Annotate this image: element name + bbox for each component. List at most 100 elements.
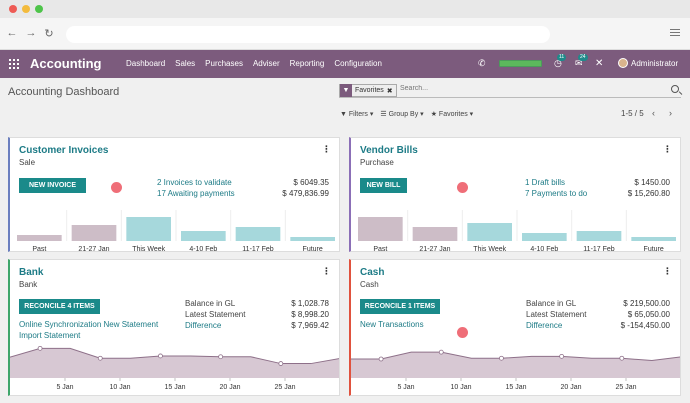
data-point[interactable] (158, 353, 163, 359)
forward-arrow-icon[interactable]: → (25, 27, 37, 39)
card-title[interactable]: Cash (360, 267, 385, 278)
new-bill-button[interactable]: NEW BILL (360, 178, 407, 193)
payments-to-do-link[interactable]: 7 Payments to do (525, 189, 588, 198)
pager-next-icon[interactable]: › (669, 108, 672, 118)
pager-previous-icon[interactable]: ‹ (652, 108, 655, 118)
search-input[interactable] (400, 85, 660, 92)
data-point[interactable] (559, 353, 565, 359)
menu-adviser[interactable]: Adviser (252, 59, 280, 68)
cash-card: Cash Cash ⋮ RECONCILE 1 ITEMS New Transa… (349, 259, 681, 396)
bar[interactable] (235, 227, 281, 241)
card-title[interactable]: Vendor Bills (360, 145, 418, 156)
x-tick-label: 5 Jan (56, 384, 73, 391)
card-kebab-icon[interactable]: ⋮ (663, 266, 672, 276)
menu-sales[interactable]: Sales (175, 59, 196, 68)
close-icon[interactable]: ✕ (595, 58, 604, 69)
bar[interactable] (631, 237, 676, 241)
menu-configuration[interactable]: Configuration (334, 59, 382, 68)
bar-label: 21-27 Jan (419, 246, 450, 252)
filters-dropdown[interactable]: ▼ Filters ▾ (340, 111, 374, 118)
bar[interactable] (290, 237, 335, 241)
activity-indicator (457, 327, 468, 338)
draft-bills-link[interactable]: 1 Draft bills (525, 178, 566, 187)
menu-dashboard[interactable]: Dashboard (126, 59, 166, 68)
x-tick-label: 10 Jan (109, 384, 130, 391)
bills-bar-chart[interactable]: Past 21-27 Jan This Week 4-10 Feb 11-17 Feb F… (353, 208, 681, 252)
onboarding-progress-bar[interactable] (499, 60, 542, 67)
bank-card: Bank Bank ⋮ RECONCILE 4 ITEMS Online Syn… (8, 259, 340, 396)
data-point[interactable] (438, 349, 444, 355)
favorites-dropdown[interactable]: ★ Favorites ▾ (430, 111, 474, 118)
facet-remove-icon[interactable]: ✖ (386, 87, 393, 95)
bar[interactable] (71, 225, 117, 241)
import-statement-link[interactable]: Import Statement (19, 331, 81, 340)
difference-link[interactable]: Difference (526, 321, 563, 330)
pager-value[interactable]: 1-5 / 5 (621, 109, 644, 118)
bar-label: 4-10 Feb (530, 246, 558, 252)
reconcile-button[interactable]: RECONCILE 1 ITEMS (360, 299, 440, 314)
awaiting-payments-link[interactable]: 17 Awaiting payments (157, 189, 235, 198)
x-tick-label: 15 Jan (164, 384, 185, 391)
close-window-dot[interactable] (9, 5, 17, 13)
activity-indicator (457, 182, 468, 193)
balance-gl-amount: $ 219,500.00 (623, 299, 670, 308)
chat-icon[interactable]: ✉ (575, 58, 583, 68)
bar-label: Past (373, 246, 387, 252)
card-kebab-icon[interactable]: ⋮ (663, 144, 672, 154)
card-kebab-icon[interactable]: ⋮ (322, 144, 331, 154)
cash-line-chart[interactable]: 5 Jan 10 Jan 15 Jan 20 Jan 25 Jan (351, 338, 681, 396)
reload-icon[interactable]: ↻ (44, 28, 54, 40)
bar[interactable] (126, 217, 171, 241)
menu-reporting[interactable]: Reporting (289, 59, 325, 68)
minimize-window-dot[interactable] (22, 5, 30, 13)
group-by-dropdown[interactable]: ☰ Group By ▾ (380, 111, 424, 118)
data-point[interactable] (499, 355, 504, 361)
bar[interactable] (358, 217, 403, 241)
browser-toolbar: ← → ↻ (0, 18, 690, 50)
bar[interactable] (576, 231, 622, 241)
invoices-bar-chart[interactable]: Past 21-27 Jan This Week 4-10 Feb 11-17 Feb F… (12, 208, 340, 252)
new-transactions-link[interactable]: New Transactions (360, 320, 424, 329)
new-invoice-button[interactable]: NEW INVOICE (19, 178, 86, 193)
bar[interactable] (181, 231, 226, 241)
activity-indicator (111, 182, 122, 193)
card-title[interactable]: Customer Invoices (19, 145, 109, 156)
difference-link[interactable]: Difference (185, 321, 222, 330)
app-title[interactable]: Accounting (30, 56, 102, 71)
maximize-window-dot[interactable] (35, 5, 43, 13)
card-title[interactable]: Bank (19, 267, 44, 278)
data-point[interactable] (97, 355, 103, 361)
data-point[interactable] (619, 355, 625, 361)
apps-grid-icon[interactable] (9, 59, 19, 69)
data-point[interactable] (37, 345, 43, 351)
activity-clock-icon[interactable]: ◷ (554, 58, 562, 68)
url-bar[interactable] (66, 26, 550, 43)
data-point[interactable] (218, 354, 224, 360)
reconcile-button[interactable]: RECONCILE 4 ITEMS (19, 299, 100, 314)
invoices-to-validate-link[interactable]: 2 Invoices to validate (157, 178, 232, 187)
menu-purchases[interactable]: Purchases (205, 59, 243, 68)
back-arrow-icon[interactable]: ← (6, 27, 18, 39)
bar[interactable] (412, 227, 458, 241)
card-subtitle: Cash (360, 280, 379, 289)
card-subtitle: Bank (19, 280, 38, 289)
browser-menu-icon[interactable] (670, 29, 680, 38)
card-kebab-icon[interactable]: ⋮ (322, 266, 331, 276)
bar[interactable] (17, 235, 62, 241)
x-tick-label: 25 Jan (274, 384, 295, 391)
difference-amount: $ -154,450.00 (620, 321, 670, 330)
search-bar: ▼ Favorites ✖ (339, 84, 681, 98)
phone-icon[interactable]: ✆ (478, 58, 486, 68)
balance-gl-label: Balance in GL (185, 299, 236, 308)
data-point[interactable] (278, 361, 284, 366)
bar[interactable] (522, 233, 567, 241)
user-menu[interactable]: Administrator (631, 59, 679, 68)
bank-line-chart[interactable]: 5 Jan 10 Jan 15 Jan 20 Jan 25 Jan (10, 338, 340, 396)
avatar[interactable] (618, 58, 628, 68)
bar[interactable] (467, 223, 512, 241)
vendor-bills-card: Vendor Bills Purchase ⋮ NEW BILL 1 Draft… (349, 137, 681, 252)
data-point[interactable] (378, 356, 384, 362)
filter-funnel-icon: ▼ (340, 84, 352, 97)
search-icon[interactable] (671, 85, 679, 93)
online-sync-link[interactable]: Online Synchronization New Statement (19, 320, 159, 329)
